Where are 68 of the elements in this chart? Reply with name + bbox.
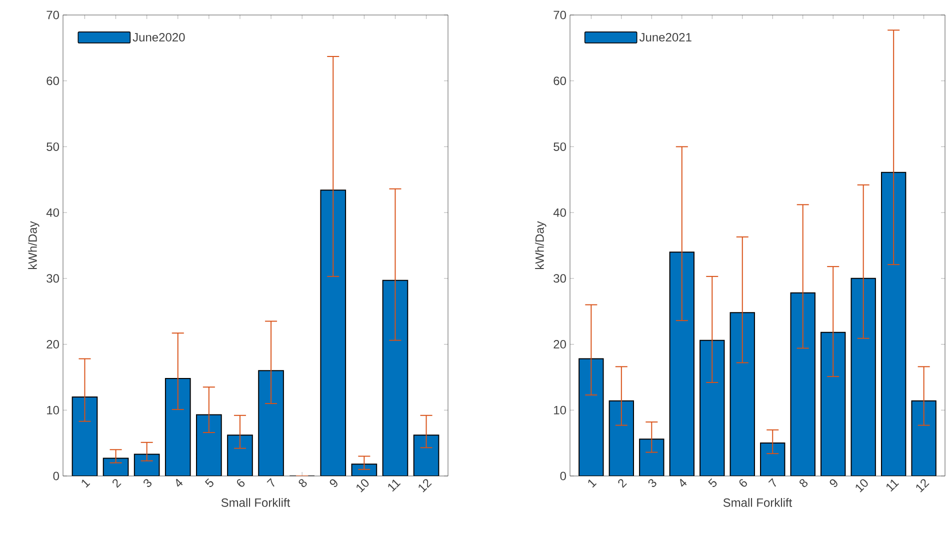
x-tick-label: 12 — [418, 479, 432, 492]
x-tick-label: 4 — [176, 478, 183, 487]
y-tick-label: 50 — [46, 142, 60, 151]
y-tick-label: 50 — [554, 142, 566, 151]
bar — [790, 292, 816, 476]
bar — [608, 400, 634, 476]
y-tick-label: 10 — [47, 406, 60, 414]
x-tick-label: 6 — [739, 479, 747, 487]
x-tick-label: 5 — [204, 478, 214, 488]
x-tick-label: 8 — [800, 479, 808, 488]
x-tick-label: 3 — [144, 479, 152, 488]
legend-label: June2020 — [132, 33, 185, 42]
bar — [258, 370, 284, 476]
x-tick-label: 7 — [768, 478, 776, 487]
x-tick-label: 3 — [648, 479, 656, 488]
bar — [700, 340, 725, 476]
bar — [72, 396, 98, 476]
bar — [196, 414, 222, 476]
bar — [320, 190, 346, 476]
bar — [639, 438, 664, 476]
bar — [228, 435, 252, 476]
x-tick-label: 8 — [298, 479, 307, 488]
y-tick-label: 40 — [46, 208, 60, 217]
y-tick-label: 20 — [554, 340, 566, 349]
legend-label: June2021 — [639, 33, 692, 42]
y-tick-label: 0 — [53, 472, 60, 480]
x-tick-label: 4 — [680, 478, 687, 487]
y-axis-title: kWh/Day — [28, 221, 40, 270]
bar — [669, 252, 694, 476]
bar — [165, 378, 190, 476]
y-tick-label: 70 — [554, 10, 566, 20]
bar — [820, 332, 846, 476]
x-tick-label: 2 — [112, 479, 122, 488]
bar — [103, 458, 128, 476]
y-tick-label: 60 — [554, 76, 566, 86]
y-tick-label: 40 — [553, 208, 566, 217]
bar — [760, 442, 786, 476]
x-axis-title: Small Forklift — [723, 498, 792, 507]
y-tick-label: 60 — [46, 76, 60, 86]
bar — [850, 278, 876, 476]
x-tick-label: 1 — [588, 480, 597, 488]
x-tick-label: 9 — [330, 479, 338, 488]
bar — [911, 400, 936, 476]
x-tick-label: 11 — [886, 480, 900, 492]
x-tick-label: 6 — [237, 479, 245, 487]
y-tick-label: 70 — [46, 10, 60, 20]
bar — [578, 358, 604, 476]
x-tick-label: 9 — [830, 479, 838, 488]
y-tick-label: 30 — [46, 274, 60, 283]
bar — [730, 312, 755, 476]
y-tick-label: 10 — [554, 406, 566, 414]
x-tick-label: 1 — [82, 480, 90, 488]
bar — [413, 434, 440, 476]
y-tick-label: 0 — [560, 472, 566, 480]
bar — [880, 172, 906, 476]
bar — [134, 454, 160, 476]
y-tick-label: 20 — [46, 340, 60, 349]
x-tick-label: 11 — [388, 480, 401, 492]
x-tick-label: 7 — [266, 478, 274, 487]
x-tick-label: 5 — [708, 478, 717, 488]
bar — [382, 280, 408, 476]
y-axis-title: kWh/Day — [535, 221, 546, 270]
y-tick-label: 30 — [554, 274, 566, 283]
x-axis-title: Small Forklift — [221, 498, 290, 507]
x-tick-label: 10 — [856, 479, 868, 492]
x-tick-label: 12 — [916, 479, 930, 492]
x-tick-label: 10 — [356, 479, 369, 492]
x-tick-label: 2 — [618, 479, 627, 488]
